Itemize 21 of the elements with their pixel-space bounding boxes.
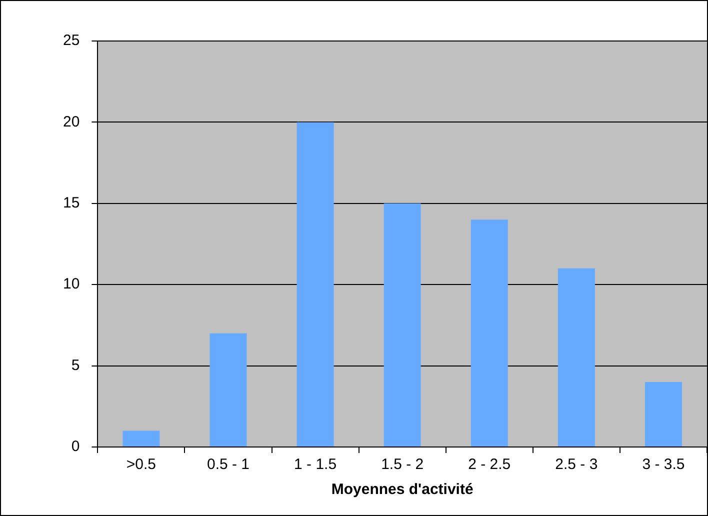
x-tick-label: 1.5 - 2 [381, 456, 424, 474]
y-tick-label: 15 [62, 194, 80, 212]
bar [644, 382, 682, 446]
bar [122, 430, 160, 446]
bar [558, 268, 595, 446]
bar [470, 220, 508, 446]
x-tick-label: 2.5 - 3 [555, 456, 598, 474]
x-axis-title: Moyennes d'activité [331, 481, 474, 498]
x-tick-label: 3 - 3.5 [642, 456, 685, 474]
y-tick-label: 5 [71, 356, 80, 374]
y-tick-label: 20 [62, 113, 80, 130]
bar [384, 203, 421, 446]
y-tick-label: 0 [71, 438, 80, 456]
y-tick-label: 25 [62, 32, 80, 50]
y-tick-label: 10 [62, 276, 80, 293]
x-tick-label: 1 - 1.5 [294, 456, 337, 474]
x-tick-label: 0.5 - 1 [206, 456, 250, 474]
x-tick-label: 2 - 2.5 [468, 456, 511, 474]
x-tick-label: >0.5 [126, 456, 156, 474]
bar [210, 333, 247, 446]
bar [296, 122, 334, 446]
